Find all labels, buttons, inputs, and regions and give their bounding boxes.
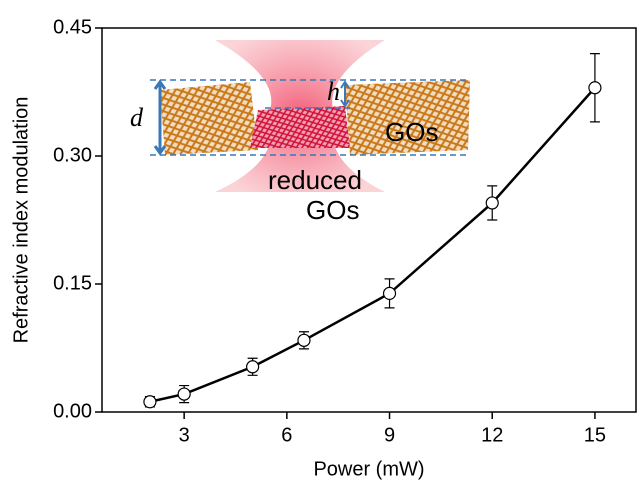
data-point	[382, 286, 397, 300]
annotation: GOs	[385, 117, 438, 147]
data-point	[246, 360, 260, 374]
x-axis-label: Power (mW)	[313, 458, 424, 480]
data-point	[588, 81, 602, 95]
x-tick-label: 15	[584, 424, 606, 446]
height-arrow	[340, 80, 350, 108]
go-sheet-right	[345, 80, 470, 155]
thickness-arrow	[153, 79, 167, 156]
data-point	[143, 395, 157, 409]
x-tick-label: 6	[281, 424, 292, 446]
plot-frame	[101, 27, 637, 413]
x-tick-label: 12	[481, 424, 503, 446]
go-sheet-left	[160, 82, 258, 155]
x-tick-label: 9	[384, 424, 395, 446]
annotation: h	[327, 77, 340, 106]
data-point	[485, 196, 499, 210]
y-tick-label: 0.45	[53, 16, 92, 38]
reduced-go-sheet	[250, 106, 350, 148]
inset-illustration	[150, 40, 470, 192]
y-axis-label: Refractive index modulation	[10, 97, 32, 344]
x-tick-label: 3	[179, 424, 190, 446]
data-point	[177, 387, 191, 401]
annotation: d	[130, 103, 144, 132]
y-tick-label: 0.15	[53, 272, 92, 294]
y-tick-label: 0.00	[53, 400, 92, 422]
annotation: GOs	[306, 195, 359, 225]
annotation: reduced	[268, 165, 362, 195]
data-point	[297, 333, 311, 347]
y-tick-label: 0.30	[53, 144, 92, 166]
